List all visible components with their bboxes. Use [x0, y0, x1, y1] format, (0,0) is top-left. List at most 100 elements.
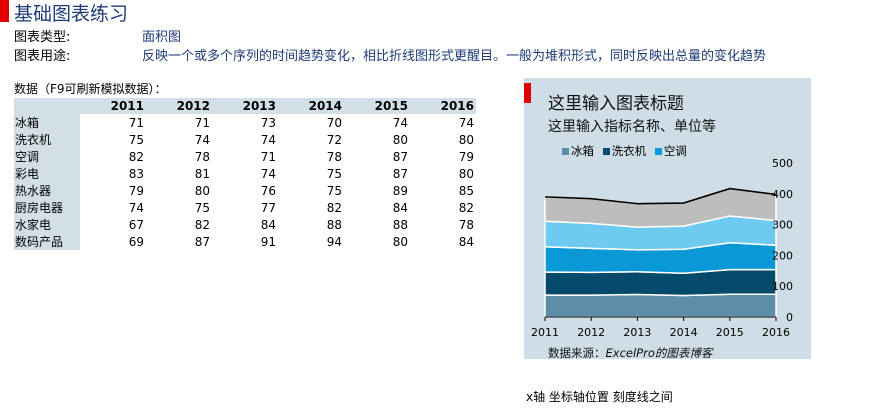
table-cell[interactable]: 75 — [194, 200, 210, 215]
x-tick-label: 2012 — [577, 326, 605, 339]
source-label: 数据来源： — [548, 346, 606, 360]
table-cell[interactable]: 78 — [194, 149, 210, 164]
row-label[interactable]: 彩电 — [14, 165, 80, 182]
page-title: 基础图表练习 — [14, 3, 129, 25]
table-cell[interactable]: 79 — [128, 183, 144, 198]
legend-item: 空调 — [654, 143, 687, 159]
table-cell[interactable]: 82 — [458, 200, 474, 215]
y-tick-label: 300 — [772, 219, 793, 232]
chart-subtitle[interactable]: 这里输入指标名称、单位等 — [548, 119, 716, 135]
table-cell[interactable]: 75 — [326, 183, 342, 198]
table-cell[interactable]: 80 — [194, 183, 210, 198]
data-caption: 数据（F9可刷新模拟数据）： — [14, 82, 167, 96]
legend-label: 空调 — [663, 144, 687, 158]
table-cell[interactable]: 80 — [458, 132, 474, 147]
table-cell[interactable]: 74 — [260, 166, 276, 181]
x-tick-label: 2014 — [670, 326, 698, 339]
table-cell[interactable]: 77 — [260, 200, 276, 215]
area-series-1 — [544, 293, 777, 318]
row-label[interactable]: 厨房电器 — [14, 199, 80, 216]
table-cell[interactable]: 75 — [128, 132, 144, 147]
chart-use-value: 反映一个或多个序列的时间趋势变化，相比折线图形式更醒目。一般为堆积形式，同时反映… — [142, 49, 767, 64]
table-cell[interactable]: 91 — [260, 234, 276, 249]
legend-item: 洗衣机 — [602, 143, 647, 159]
legend-swatch — [654, 148, 662, 155]
table-cell[interactable]: 94 — [326, 234, 342, 249]
table-cell[interactable]: 88 — [392, 217, 408, 232]
table-cell[interactable]: 78 — [326, 149, 342, 164]
table-cell[interactable]: 71 — [194, 115, 210, 130]
legend-swatch — [602, 148, 610, 155]
chart-type-label: 图表类型: — [14, 30, 71, 45]
table-cell[interactable]: 87 — [194, 234, 210, 249]
table-row: 数码产品 69 87 91 94 80 84 — [14, 233, 476, 250]
chart-type-value: 面积图 — [142, 30, 182, 45]
table-cell[interactable]: 85 — [458, 183, 474, 198]
area-chart[interactable]: 2011 2012 2013 2014 2015 2016 0 100 200 300 400 500 — [524, 155, 814, 340]
chart-legend[interactable]: 冰箱 洗衣机 空调 — [562, 143, 692, 159]
table-row: 热水器 79 80 76 75 89 85 — [14, 182, 476, 199]
title-accent-bar — [0, 0, 9, 22]
x-tick-label: 2016 — [762, 326, 790, 339]
row-label[interactable]: 数码产品 — [14, 233, 80, 250]
table-cell[interactable]: 69 — [128, 234, 144, 249]
table-cell[interactable]: 67 — [128, 217, 144, 232]
table-cell[interactable]: 73 — [260, 115, 276, 130]
table-cell[interactable]: 71 — [128, 115, 144, 130]
chart-source: 数据来源：ExcelPro的图表博客 — [548, 345, 712, 361]
table-cell[interactable]: 82 — [194, 217, 210, 232]
table-cell[interactable]: 74 — [128, 200, 144, 215]
table-cell[interactable]: 84 — [260, 217, 276, 232]
table-row: 彩电 83 81 74 75 87 80 — [14, 165, 476, 182]
row-label[interactable]: 洗衣机 — [14, 131, 80, 148]
year-header[interactable]: 2014 — [278, 98, 344, 114]
footnote: x轴 坐标轴位置 刻度线之间 — [526, 390, 673, 404]
table-corner-cell — [14, 98, 80, 114]
table-row: 冰箱 71 71 73 70 74 74 — [14, 114, 476, 131]
table-cell[interactable]: 75 — [326, 166, 342, 181]
legend-item: 冰箱 — [562, 143, 594, 159]
table-cell[interactable]: 82 — [326, 200, 342, 215]
row-label[interactable]: 热水器 — [14, 182, 80, 199]
area-series-2 — [544, 268, 777, 297]
table-cell[interactable]: 70 — [326, 115, 342, 130]
table-cell[interactable]: 87 — [392, 166, 408, 181]
table-cell[interactable]: 80 — [392, 234, 408, 249]
legend-label: 洗衣机 — [611, 144, 647, 158]
table-body: 冰箱 71 71 73 70 74 74 洗衣机 75 74 74 72 80 80 空调 82 78 71 78 8… — [14, 114, 476, 250]
table-cell[interactable]: 74 — [458, 115, 474, 130]
row-label[interactable]: 水家电 — [14, 216, 80, 233]
row-label[interactable]: 空调 — [14, 148, 80, 165]
table-cell[interactable]: 84 — [458, 234, 474, 249]
chart-title[interactable]: 这里输入图表标题 — [548, 94, 684, 114]
table-cell[interactable]: 74 — [260, 132, 276, 147]
table-cell[interactable]: 87 — [392, 149, 408, 164]
year-header[interactable]: 2015 — [344, 98, 410, 114]
table-cell[interactable]: 72 — [326, 132, 342, 147]
table-cell[interactable]: 81 — [194, 166, 210, 181]
table-cell[interactable]: 76 — [260, 183, 276, 198]
y-tick-label: 500 — [772, 157, 793, 170]
data-table: 2011 2012 2013 2014 2015 2016 冰箱 71 71 73 70… — [14, 98, 476, 250]
table-cell[interactable]: 88 — [326, 217, 342, 232]
table-cell[interactable]: 71 — [260, 149, 276, 164]
table-cell[interactable]: 84 — [392, 200, 408, 215]
year-header[interactable]: 2012 — [146, 98, 212, 114]
table-cell[interactable]: 78 — [458, 217, 474, 232]
row-label[interactable]: 冰箱 — [14, 114, 80, 131]
total-line — [544, 187, 777, 205]
year-header[interactable]: 2011 — [80, 98, 146, 114]
table-cell[interactable]: 80 — [392, 132, 408, 147]
table-cell[interactable]: 89 — [392, 183, 408, 198]
year-header[interactable]: 2013 — [212, 98, 278, 114]
table-cell[interactable]: 80 — [458, 166, 474, 181]
table-cell[interactable]: 82 — [128, 149, 144, 164]
chart-use-label: 图表用途: — [14, 49, 71, 64]
table-cell[interactable]: 74 — [194, 132, 210, 147]
table-cell[interactable]: 83 — [128, 166, 144, 181]
year-header[interactable]: 2016 — [410, 98, 476, 114]
table-cell[interactable]: 79 — [458, 149, 474, 164]
y-tick-label: 0 — [786, 311, 793, 324]
y-tick-label: 400 — [772, 188, 793, 201]
table-cell[interactable]: 74 — [392, 115, 408, 130]
